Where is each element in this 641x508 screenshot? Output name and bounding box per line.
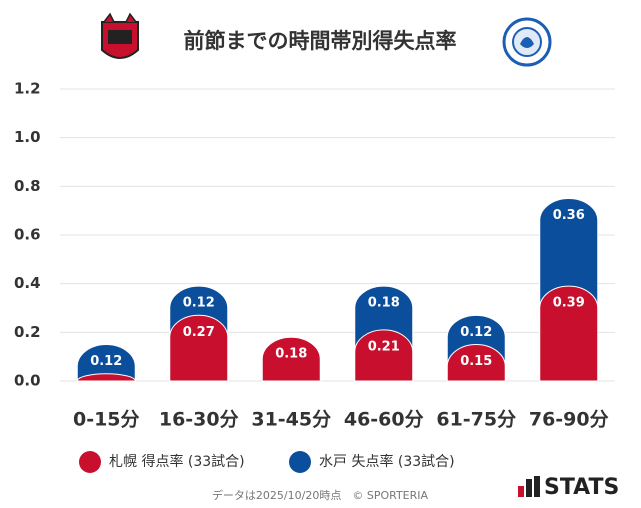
bar-segment xyxy=(261,336,321,382)
value-label: 0.21 xyxy=(368,339,400,354)
x-tick-label: 31-45分 xyxy=(251,409,331,431)
logo-right xyxy=(502,17,552,67)
y-tick-label: 0.0 xyxy=(14,372,41,390)
x-tick-label: 0-15分 xyxy=(73,409,140,431)
y-tick-label: 0.6 xyxy=(14,226,41,244)
y-tick-label: 0.2 xyxy=(14,323,41,341)
value-label: 0.36 xyxy=(553,208,585,223)
x-tick-label: 46-60分 xyxy=(344,409,424,431)
legend-label: 水戸 失点率 (33試合) xyxy=(319,453,455,470)
value-label: 0.27 xyxy=(183,325,215,340)
bar-segment xyxy=(354,329,414,382)
stats-logo xyxy=(518,476,540,497)
value-label: 0.18 xyxy=(275,347,307,362)
value-label: 0.39 xyxy=(553,296,585,311)
value-label: 0.18 xyxy=(368,296,400,311)
bar-segment xyxy=(169,314,229,382)
bar-segment xyxy=(76,373,136,382)
x-tick-label: 16-30分 xyxy=(159,409,239,431)
bar-segment xyxy=(76,344,136,382)
logo-text: STATS xyxy=(544,475,619,500)
value-label: 0.12 xyxy=(90,354,122,369)
bar-segment xyxy=(539,198,599,309)
y-tick-label: 0.4 xyxy=(14,274,41,292)
legend-marker xyxy=(289,451,311,473)
chart-title: 前節までの時間帯別得失点率 xyxy=(184,29,457,53)
value-label: 0.15 xyxy=(460,354,492,369)
x-tick-label: 76-90分 xyxy=(529,409,609,431)
value-label: 0.12 xyxy=(183,296,215,311)
y-tick-label: 1.0 xyxy=(14,128,41,146)
value-label: 0.12 xyxy=(460,325,492,340)
bar-segment xyxy=(446,344,506,382)
x-tick-label: 61-75分 xyxy=(436,409,516,431)
footnote: データは2025/10/20時点 © SPORTERIA xyxy=(212,488,429,502)
legend-marker xyxy=(79,451,101,473)
legend-label: 札幌 得点率 (33試合) xyxy=(109,453,245,470)
bar-segment xyxy=(539,285,599,382)
y-tick-label: 1.2 xyxy=(14,80,41,98)
y-tick-label: 0.8 xyxy=(14,177,41,195)
logo-left xyxy=(101,12,139,59)
